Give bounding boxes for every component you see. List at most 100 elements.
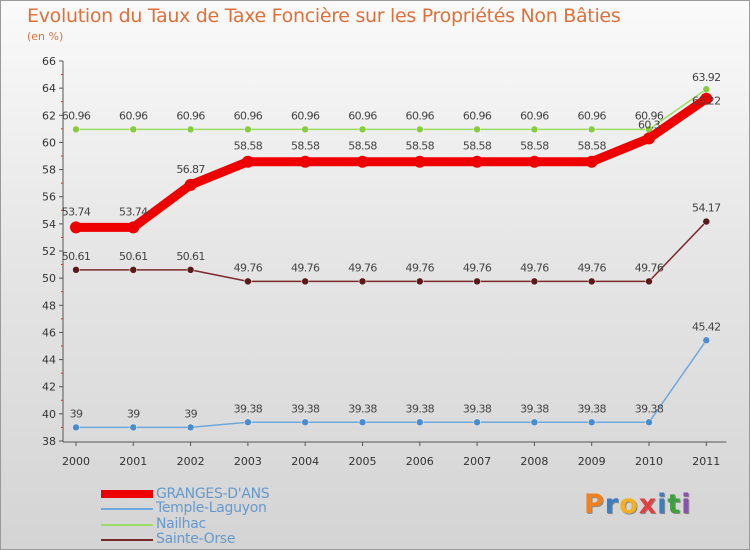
data-point-granges [184, 178, 197, 191]
legend-swatch-sainte-orse [101, 539, 153, 541]
legend-swatch-granges [101, 490, 153, 498]
unit-label: (en %) [27, 30, 64, 43]
data-label-nailhac: 60.96 [62, 109, 91, 122]
data-label-nailhac: 60.96 [520, 109, 549, 122]
data-point-granges [241, 155, 254, 168]
data-label-sainte-orse: 50.61 [62, 250, 91, 263]
data-point-temple-laguyon [416, 418, 424, 427]
data-point-temple-laguyon [702, 336, 711, 345]
data-point-sainte-orse [416, 277, 424, 286]
data-label-granges: 56.87 [176, 163, 205, 176]
data-point-granges [643, 132, 655, 145]
data-label-granges: 63.22 [692, 95, 721, 108]
data-label-temple-laguyon: 39.38 [291, 402, 320, 415]
data-label-granges: 58.58 [348, 140, 377, 153]
data-label-nailhac: 60.96 [635, 109, 664, 122]
data-label-temple-laguyon: 39 [184, 407, 197, 420]
data-point-granges [585, 155, 598, 168]
data-point-temple-laguyon [530, 418, 539, 427]
data-point-granges [528, 155, 541, 168]
data-label-temple-laguyon: 39.38 [348, 402, 377, 415]
y-tick-label: 40 [42, 408, 56, 421]
data-point-sainte-orse [530, 277, 539, 286]
data-label-nailhac: 60.96 [463, 109, 492, 122]
x-tick-label: 2004 [291, 455, 319, 468]
data-point-granges [70, 221, 82, 234]
data-point-nailhac [530, 125, 539, 134]
data-label-sainte-orse: 49.76 [234, 261, 263, 274]
data-label-temple-laguyon: 39.38 [234, 402, 263, 415]
data-point-sainte-orse [702, 217, 711, 226]
x-tick-label: 2010 [635, 455, 663, 468]
y-tick-label: 60 [42, 136, 56, 149]
y-tick-label: 64 [42, 82, 56, 95]
data-label-granges: 58.58 [577, 140, 606, 153]
y-tick-label: 44 [42, 354, 56, 367]
chart-title: Evolution du Taux de Taxe Foncière sur l… [27, 5, 621, 27]
data-point-nailhac [416, 125, 424, 134]
data-point-temple-laguyon [244, 418, 252, 427]
data-point-sainte-orse [301, 277, 309, 286]
y-tick-label: 54 [42, 218, 56, 231]
x-tick-label: 2009 [578, 455, 606, 468]
data-label-nailhac: 60.96 [348, 109, 377, 122]
x-tick-label: 2008 [520, 455, 548, 468]
logo-letter: i [657, 489, 668, 520]
axes: 38 40 42 44 46 48 50 52 54 56 58 60 62 64 66 2000 2001 20… [42, 55, 727, 468]
data-label-nailhac: 60.96 [119, 109, 148, 122]
data-label-temple-laguyon: 45.42 [692, 320, 721, 333]
data-label-temple-laguyon: 39 [127, 407, 140, 420]
y-tick-label: 62 [42, 109, 56, 122]
data-label-sainte-orse: 49.76 [348, 261, 377, 274]
data-label-granges: 58.58 [291, 140, 320, 153]
x-tick-label: 2006 [406, 455, 434, 468]
data-point-sainte-orse [473, 277, 481, 286]
data-label-sainte-orse: 49.76 [406, 261, 435, 274]
y-tick-label: 50 [42, 272, 56, 285]
series-line-nailhac [75, 88, 708, 131]
data-label-granges: 58.58 [520, 140, 549, 153]
data-point-granges [299, 155, 312, 168]
data-label-nailhac: 60.96 [406, 109, 435, 122]
data-point-granges [127, 221, 140, 234]
data-point-temple-laguyon [129, 423, 138, 432]
y-tick-label: 56 [42, 191, 56, 204]
data-label-nailhac: 63.92 [692, 71, 721, 84]
data-label-sainte-orse: 49.76 [463, 261, 492, 274]
data-point-nailhac [702, 85, 711, 93]
data-point-temple-laguyon [587, 418, 596, 427]
data-point-nailhac [473, 125, 481, 134]
data-label-granges: 58.58 [234, 140, 263, 153]
data-point-nailhac [186, 125, 195, 134]
legend-label-temple-laguyon: Temple-Laguyon [156, 500, 267, 516]
proxiti-logo: Proxiti [584, 489, 692, 520]
data-label-nailhac: 60.96 [291, 109, 320, 122]
data-labels-layer: 53.74 53.74 56.87 58.58 58.58 58.58 58.58 58.58… [62, 71, 722, 420]
y-tick-label: 42 [42, 381, 56, 394]
series-layer [70, 85, 713, 432]
data-point-temple-laguyon [645, 418, 653, 427]
data-label-granges: 60.3 [638, 118, 661, 131]
data-point-sainte-orse [587, 277, 596, 286]
series-line-sainte-orse [75, 220, 708, 283]
legend-label-nailhac: Nailhac [156, 516, 206, 532]
x-tick-label: 2003 [234, 455, 262, 468]
data-label-nailhac: 60.96 [176, 109, 205, 122]
data-point-granges [471, 155, 484, 168]
data-label-granges: 58.58 [406, 140, 435, 153]
data-label-temple-laguyon: 39 [70, 407, 83, 420]
logo-letter: t [667, 489, 682, 520]
data-label-sainte-orse: 49.76 [577, 261, 606, 274]
data-point-nailhac [72, 125, 80, 134]
x-tick-label: 2007 [463, 455, 491, 468]
logo-letter: i [681, 489, 692, 520]
x-tick-label: 2011 [692, 455, 720, 468]
data-point-sainte-orse [186, 266, 195, 274]
x-tick-label: 2005 [349, 455, 377, 468]
data-label-temple-laguyon: 39.38 [463, 402, 492, 415]
data-point-temple-laguyon [186, 423, 195, 432]
x-tick-label: 2001 [119, 455, 147, 468]
y-tick-label: 66 [42, 55, 56, 68]
